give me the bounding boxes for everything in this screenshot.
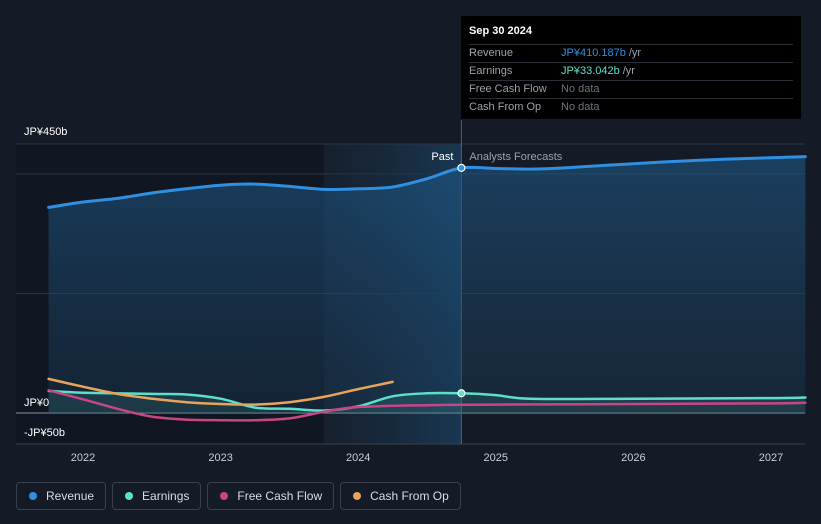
tooltip-unit: /yr: [628, 47, 642, 59]
tooltip-row-free-cash-flow: Free Cash Flow No data: [469, 81, 793, 99]
tooltip-row-earnings: Earnings JP¥33.042b /yr: [469, 63, 793, 81]
tooltip-label: Earnings: [469, 65, 513, 77]
tooltip-row-revenue: Revenue JP¥410.187b /yr: [469, 45, 793, 63]
x-tick-label: 2024: [346, 452, 370, 464]
free-cash-flow-dot-icon: [220, 492, 229, 500]
x-tick-label: 2025: [484, 452, 508, 464]
revenue-dot-icon: [29, 492, 37, 500]
cash-from-op-line: [47, 377, 394, 406]
legend-label: Revenue: [46, 489, 95, 503]
tooltip-value: No data: [561, 101, 600, 113]
cash-from-op-dot-icon: [353, 492, 362, 500]
legend-label: Earnings: [142, 489, 190, 503]
tooltip-value: No data: [561, 83, 600, 95]
earnings-dot-icon: [125, 492, 134, 500]
tooltip: Sep 30 2024 Revenue JP¥410.187b /yr Earn…: [461, 16, 801, 119]
past-label: Past: [431, 151, 453, 163]
revenue-line: [47, 155, 807, 209]
legend-item-free-cash-flow[interactable]: Free Cash Flow: [207, 482, 335, 510]
y-axis-label: -JP¥50b: [24, 427, 65, 439]
y-axis-label: JP¥0: [24, 397, 49, 409]
legend-item-earnings[interactable]: Earnings: [112, 482, 202, 510]
earnings-highlight-point: [457, 389, 466, 398]
x-tick-label: 2026: [621, 452, 645, 464]
revenue-area: [48, 156, 806, 413]
legend-item-revenue[interactable]: Revenue: [16, 482, 107, 510]
tooltip-value: JP¥410.187b: [561, 47, 626, 59]
earnings-line: [47, 389, 807, 412]
x-tick-label: 2027: [759, 452, 783, 464]
tooltip-label: Cash From Op: [469, 101, 542, 113]
tooltip-date: Sep 30 2024: [469, 24, 793, 45]
tooltip-label: Free Cash Flow: [469, 83, 547, 95]
legend-label: Cash From Op: [370, 489, 449, 503]
legend: Revenue Earnings Free Cash Flow Cash Fro…: [16, 482, 461, 510]
revenue-highlight-point: [457, 163, 466, 173]
legend-item-cash-from-op[interactable]: Cash From Op: [340, 482, 461, 510]
x-tick-label: 2023: [208, 452, 232, 464]
tooltip-row-cash-from-op: Cash From Op No data: [469, 99, 793, 116]
free-cash-flow-line: [47, 389, 807, 422]
tooltip-unit: /yr: [622, 65, 635, 77]
y-axis-label: JP¥450b: [24, 126, 67, 138]
tooltip-label: Revenue: [469, 47, 514, 59]
x-tick-label: 2022: [71, 452, 95, 464]
legend-label: Free Cash Flow: [237, 489, 323, 503]
tooltip-value: JP¥33.042b: [561, 65, 620, 77]
forecast-label: Analysts Forecasts: [469, 151, 562, 163]
earnings-area: [48, 390, 806, 413]
